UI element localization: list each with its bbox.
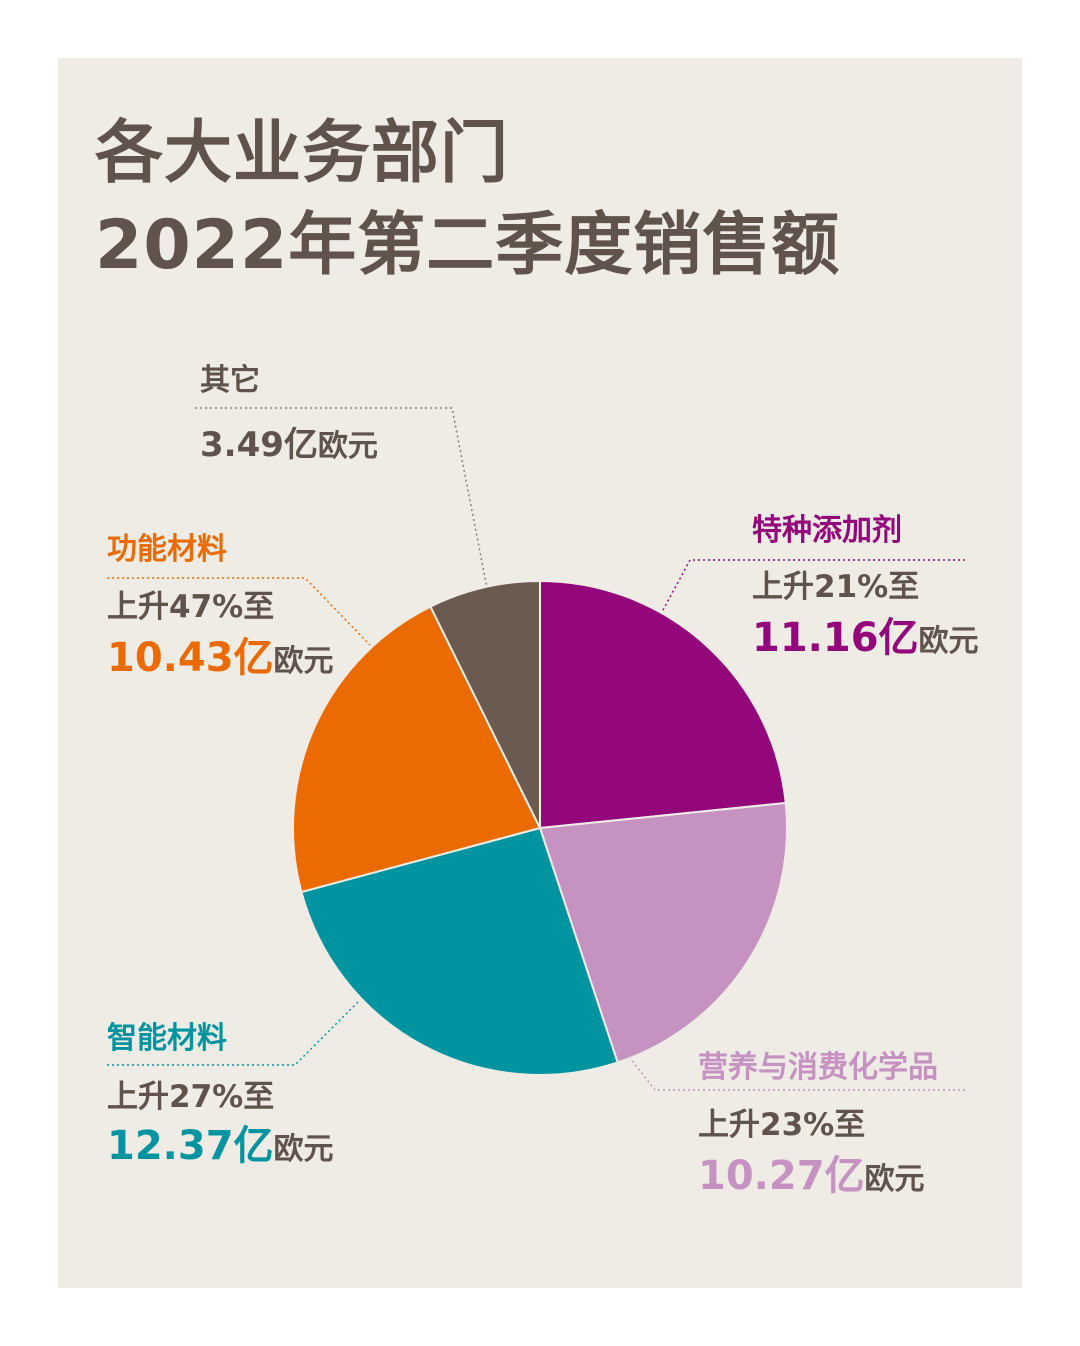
label-nutrition-change: 上升23%至 (698, 1107, 866, 1143)
label-smart-change: 上升27%至 (107, 1079, 275, 1115)
chart-title-line2: 2022年第二季度销售额 (95, 206, 841, 285)
value: 11.16亿 (752, 615, 919, 661)
value: 3.49亿 (200, 425, 318, 465)
value: 12.37亿 (107, 1123, 274, 1169)
label-nutrition-value: 10.27亿欧元 (698, 1156, 925, 1196)
leader-line-specialty (661, 559, 965, 613)
label-smart-value: 12.37亿欧元 (107, 1126, 334, 1166)
label-specialty-change: 上升21%至 (752, 569, 920, 605)
unit: 欧元 (273, 1132, 334, 1167)
label-other-name: 其它 (200, 363, 260, 398)
label-specialty-value: 11.16亿欧元 (752, 618, 979, 658)
pie-slice-3 (292, 605, 542, 894)
label-functional-name: 功能材料 (107, 532, 227, 567)
label-other-value: 3.49亿欧元 (200, 428, 378, 462)
chart-title-line1: 各大业务部门 (95, 114, 510, 193)
leader-line-nutrition (629, 1057, 965, 1091)
label-nutrition-name: 营养与消费化学品 (698, 1050, 938, 1085)
leader-line-functional (107, 577, 371, 646)
pie-slice-1 (538, 801, 788, 1064)
pie-slice-2 (300, 826, 619, 1076)
label-specialty-name: 特种添加剂 (752, 513, 902, 548)
label-functional-change: 上升47%至 (107, 589, 275, 625)
pie-slice-4 (429, 579, 541, 829)
label-functional-value: 10.43亿欧元 (107, 638, 334, 678)
value: 10.43亿 (107, 635, 274, 681)
label-smart-name: 智能材料 (107, 1021, 227, 1056)
unit: 欧元 (918, 624, 979, 659)
unit: 欧元 (864, 1162, 925, 1197)
unit: 欧元 (317, 429, 378, 464)
leader-line-other (195, 407, 488, 589)
pie-slice-0 (539, 579, 787, 830)
unit: 欧元 (273, 644, 334, 679)
value: 10.27亿 (698, 1153, 865, 1199)
